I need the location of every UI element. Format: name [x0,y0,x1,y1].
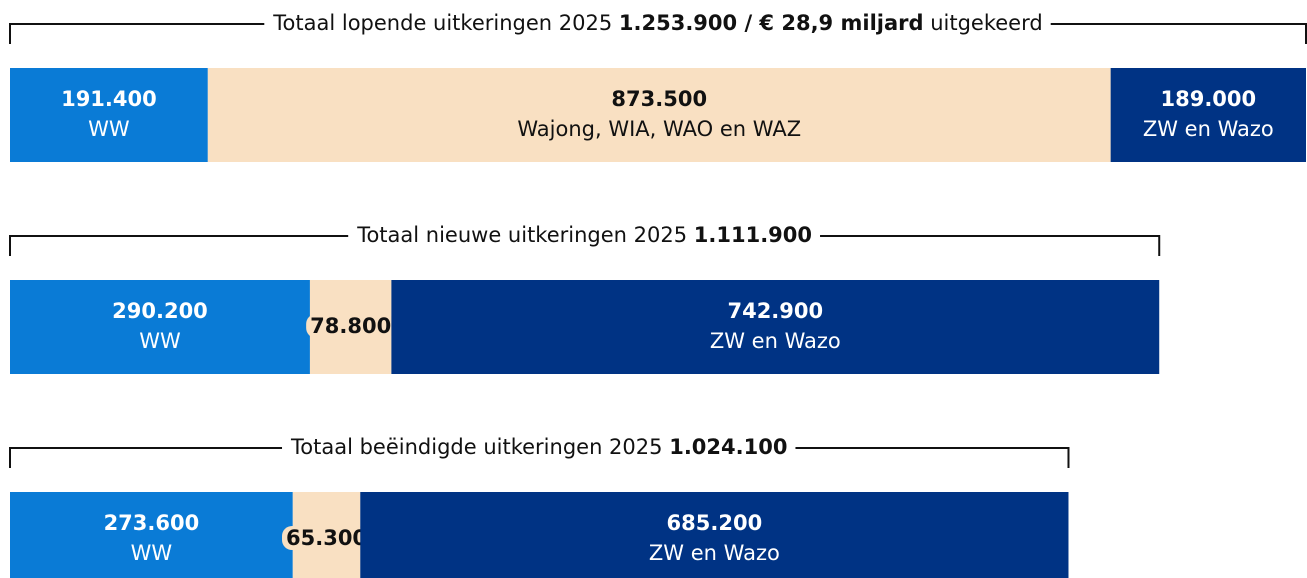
bar-row: Totaal nieuwe uitkeringen 2025 1.111.900… [9,223,1161,374]
value-label: 191.400 [61,87,157,111]
bar-row: Totaal beëindigde uitkeringen 2025 1.024… [9,435,1070,578]
bar-row: Totaal lopende uitkeringen 2025 1.253.90… [9,11,1307,162]
value-label: 78.800 [310,314,391,338]
value-label: 873.500 [611,87,707,111]
title-background [282,435,796,459]
legend-label: ZW en Wazo [649,541,780,565]
legend-label: WW [139,329,181,353]
bar-segment [360,492,1069,578]
bar-segment [10,280,310,374]
legend-label: ZW en Wazo [710,329,841,353]
value-label: 685.200 [667,511,763,535]
bar-segment [1110,68,1306,162]
label-background [282,526,372,550]
title-suffix: uitgekeerd [930,11,1042,35]
title-text: Totaal nieuwe uitkeringen 2025 [356,223,687,247]
value-label: 742.900 [727,299,823,323]
row-title: Totaal beëindigde uitkeringen 2025 1.024… [290,435,787,459]
legend-label: WW [131,541,173,565]
row-title: Totaal lopende uitkeringen 2025 1.253.90… [272,11,1042,35]
title-background [264,11,1051,35]
row-title: Totaal nieuwe uitkeringen 2025 1.111.900 [356,223,812,247]
legend-label: WW [88,117,130,141]
legend-label: ZW en Wazo [1143,117,1274,141]
legend-label: Wajong, WIA, WAO en WAZ [517,117,801,141]
total-label: 1.253.900 / € 28,9 miljard [619,11,924,35]
bar-segment [391,280,1160,374]
label-background [306,314,396,338]
value-label: 290.200 [112,299,208,323]
value-label: 65.300 [286,526,367,550]
value-label: 273.600 [104,511,200,535]
bar-segment [10,492,293,578]
value-label: 189.000 [1160,87,1256,111]
title-text: Totaal beëindigde uitkeringen 2025 [290,435,663,459]
bar-segment [10,68,208,162]
title-text: Totaal lopende uitkeringen 2025 [272,11,612,35]
title-background [348,223,821,247]
total-label: 1.111.900 [694,223,812,247]
bar-segment [207,68,1111,162]
total-label: 1.024.100 [669,435,787,459]
